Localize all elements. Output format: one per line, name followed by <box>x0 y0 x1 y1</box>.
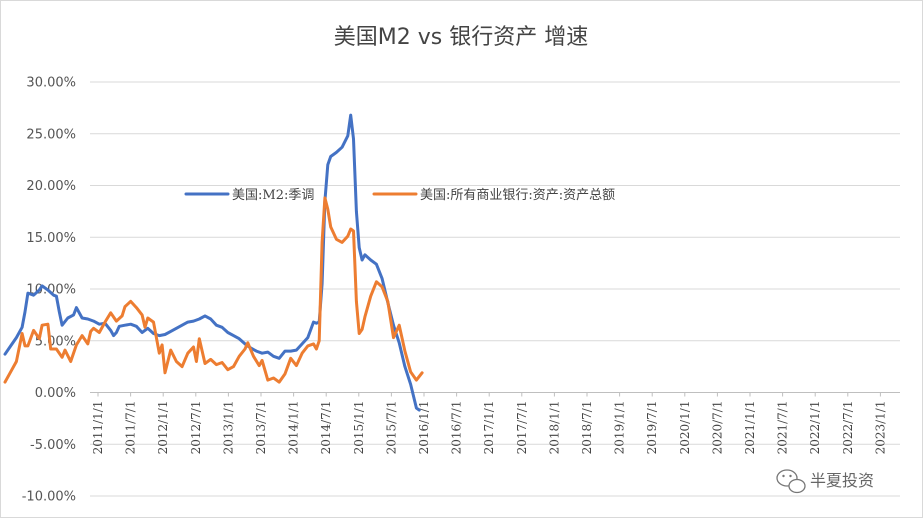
x-tick-label: 2021/1/1 <box>743 401 757 455</box>
x-tick-label: 2019/7/1 <box>645 401 659 455</box>
y-tick-label: 0.00% <box>35 386 76 401</box>
wechat-icon <box>776 469 806 494</box>
x-tick-label: 2015/1/1 <box>352 401 366 455</box>
x-tick-label: 2013/7/1 <box>254 401 268 455</box>
x-tick-label: 2022/7/1 <box>841 401 855 455</box>
legend-label-1: 美国:M2:季调 <box>232 188 314 203</box>
legend-label-2: 美国:所有商业银行:资产:资产总额 <box>420 188 615 203</box>
x-tick-label: 2016/1/1 <box>417 401 431 455</box>
watermark: 半夏投资 <box>776 469 874 494</box>
x-tick-label: 2019/1/1 <box>613 401 627 455</box>
x-tick-label: 2013/1/1 <box>221 401 235 455</box>
y-tick-label: 20.00% <box>26 179 76 194</box>
x-tick-label: 2020/7/1 <box>710 401 724 455</box>
y-tick-label: 15.00% <box>26 231 76 246</box>
y-axis-ticks: 30.00% 25.00% 20.00% 15.00% 10.00% 5.00% 0.00%… <box>22 76 76 505</box>
series-line-2 <box>3 196 424 384</box>
x-tick-label: 2016/7/1 <box>450 400 464 454</box>
x-tick-label: 2023/1/1 <box>873 401 887 455</box>
y-tick-label: 5.00% <box>35 334 76 349</box>
x-tick-label: 2011/1/1 <box>91 401 105 455</box>
x-tick-label: 2018/1/1 <box>547 401 561 455</box>
x-tick-label: 2014/7/1 <box>319 401 333 455</box>
x-tick-label: 2012/1/1 <box>156 401 170 455</box>
y-tick-label: 10.00% <box>26 283 76 298</box>
x-tick-label: 2014/1/1 <box>287 401 301 455</box>
series-line-1 <box>3 113 421 412</box>
x-tick-label: 2018/7/1 <box>580 401 594 455</box>
x-tick-label: 2012/7/1 <box>189 401 203 455</box>
gridlines <box>90 81 900 497</box>
x-tick-label: 2022/1/1 <box>808 401 822 455</box>
chart-title: 美国M2 vs 银行资产 增速 <box>334 25 588 50</box>
y-tick-label: -10.00% <box>22 490 76 505</box>
watermark-text: 半夏投资 <box>810 471 874 490</box>
x-tick-label: 2015/7/1 <box>384 401 398 455</box>
x-tick-label: 2021/7/1 <box>776 401 790 455</box>
x-tick-label: 2017/7/1 <box>515 401 529 455</box>
series-lines <box>3 113 424 412</box>
x-tick-label: 2017/1/1 <box>482 401 496 455</box>
y-tick-label: 25.00% <box>26 127 76 142</box>
x-axis-ticks: 2011/1/1 2011/7/1 2012/1/1 2012/7/1 2013/1/1… <box>91 392 887 455</box>
x-tick-label: 2011/7/1 <box>124 401 138 455</box>
x-tick-label: 2020/1/1 <box>678 401 692 455</box>
legend: 美国:M2:季调 美国:所有商业银行:资产:资产总额 <box>184 188 615 203</box>
y-tick-label: -5.00% <box>30 438 76 453</box>
y-tick-label: 30.00% <box>26 76 76 91</box>
